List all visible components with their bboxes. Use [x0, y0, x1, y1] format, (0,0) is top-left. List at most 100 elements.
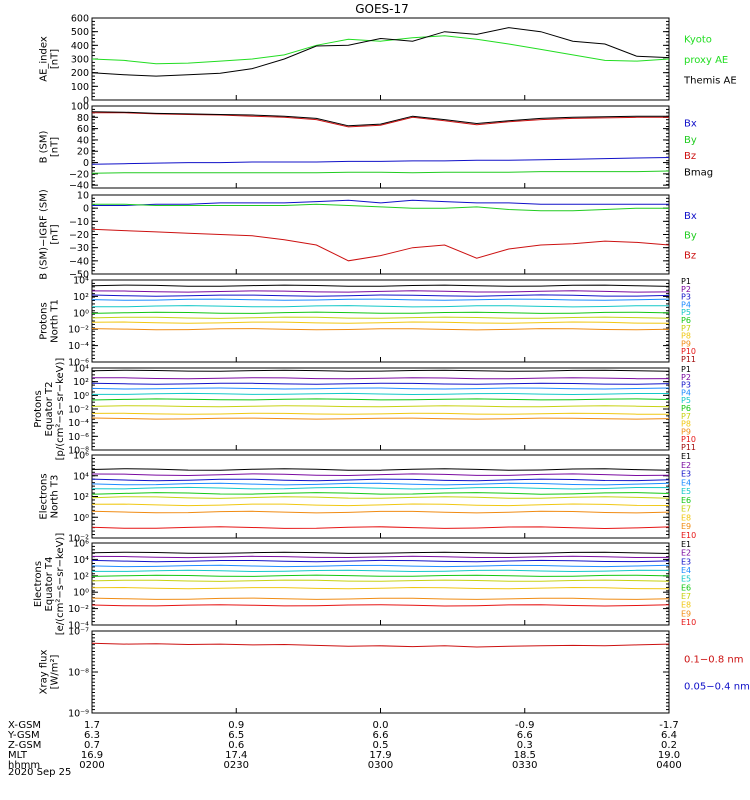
- y-tick-label: 10⁴: [73, 555, 89, 566]
- panel-3: −50 −40 −30 −20 −10 0 10 B (SM)−IGRF (SM) [nT] Bx…: [39, 189, 697, 280]
- series-line: [91, 170, 670, 174]
- legend-label: P5: [681, 396, 691, 405]
- legend-label: E5: [681, 487, 691, 496]
- legend-label: P3: [681, 381, 691, 390]
- panel-frame: [91, 542, 670, 626]
- legend-label: By: [684, 231, 697, 242]
- y-tick-label: −50: [69, 270, 89, 281]
- y-tick-label: 300: [71, 55, 89, 66]
- series-line: [91, 305, 669, 308]
- series-line: [91, 111, 669, 127]
- footer-value: 0.0: [373, 720, 389, 731]
- y-tick-label: 10⁻²: [68, 534, 89, 545]
- legend-label: P10: [681, 435, 696, 444]
- y-tick-label: 10⁻²: [68, 405, 89, 416]
- legend-label: P1: [681, 365, 691, 374]
- series-line: [91, 284, 670, 287]
- y-tick-label: 10⁻⁷: [68, 627, 89, 638]
- series-line: [91, 228, 670, 262]
- y-axis-label: Electrons: [33, 561, 44, 607]
- panel-5: 10⁻⁸ 10⁻⁶ 10⁻⁴ 10⁻² 10⁰ 10² 10⁴ Protons Equator …: [33, 358, 696, 461]
- legend-label: P8: [681, 332, 691, 341]
- footer-value: 0330: [512, 760, 537, 771]
- y-tick-label: 10⁴: [73, 276, 89, 287]
- y-tick-label: 10⁻⁹: [68, 709, 89, 720]
- series-line: [91, 526, 670, 530]
- footer-value: 6.5: [228, 730, 244, 741]
- y-tick-label: 10⁻²: [68, 604, 89, 615]
- series-line: [91, 398, 670, 401]
- legend-label: E7: [681, 505, 691, 514]
- y-tick-label: 400: [71, 41, 89, 52]
- footer-value: 1.7: [84, 720, 100, 731]
- legend-label: Bmag: [684, 168, 713, 179]
- legend-label: proxy AE: [684, 55, 728, 66]
- series-line: [91, 482, 670, 486]
- panel-8: 10⁻⁹ 10⁻⁸ 10⁻⁷ Xray flux [W/m²] 0.1−0.8 nm 0.0…: [39, 627, 750, 720]
- panel-frame: [91, 17, 670, 101]
- series-line: [91, 492, 670, 495]
- series-line: [91, 412, 669, 415]
- legend-label: E3: [681, 557, 691, 566]
- footer-value: 6.3: [84, 730, 100, 741]
- y-tick-label: 10⁴: [73, 471, 89, 482]
- series-line: [92, 392, 669, 396]
- y-axis-label: B (SM)−IGRF (SM): [39, 189, 50, 280]
- series-line: [91, 27, 670, 77]
- y-tick-label: −10: [69, 217, 89, 228]
- y-tick-label: 20: [77, 147, 89, 158]
- y-axis-label: North T3: [50, 475, 61, 519]
- series-line: [91, 555, 670, 559]
- y-axis-label: [nT]: [50, 49, 61, 69]
- y-tick-label: 10⁰: [73, 391, 89, 402]
- series-line: [91, 157, 670, 165]
- legend-label: P9: [681, 339, 691, 348]
- footer-value: 0400: [656, 760, 681, 771]
- footer-value: 17.4: [225, 750, 247, 761]
- legend-label: E4: [681, 566, 691, 575]
- series-line: [91, 417, 670, 420]
- panel-7: 10⁻⁴ 10⁻² 10⁰ 10² 10⁴ 10⁶ Electrons Equator T4[…: [33, 533, 696, 636]
- y-axis-label: Protons: [39, 302, 50, 339]
- y-tick-label: 200: [71, 68, 89, 79]
- legend-label: E7: [681, 592, 691, 601]
- legend-label: E9: [681, 522, 691, 531]
- panel-frame: [91, 454, 670, 539]
- y-axis-label: Protons: [33, 390, 44, 427]
- y-tick-label: −20: [69, 230, 89, 241]
- y-axis-label: [nT]: [50, 137, 61, 157]
- y-axis-label: [W/m²]: [50, 654, 61, 689]
- y-tick-label: 0: [83, 204, 89, 215]
- series-line: [91, 473, 670, 477]
- legend-label: 0.1−0.8 nm: [684, 654, 743, 665]
- legend-label: P6: [681, 404, 691, 413]
- footer-value: 0.5: [373, 740, 389, 751]
- legend-label: By: [684, 135, 697, 146]
- legend-label: P9: [681, 427, 691, 436]
- footer-value: 6.6: [373, 730, 389, 741]
- legend-label: P11: [681, 443, 696, 452]
- panel-frame: [91, 630, 670, 714]
- footer-value: 0.7: [84, 740, 100, 751]
- series-line: [91, 642, 670, 648]
- legend-label: E9: [681, 609, 691, 618]
- series-line: [91, 405, 670, 408]
- series-line: [92, 203, 669, 212]
- legend-label: P10: [681, 347, 696, 356]
- y-tick-label: 10⁻⁸: [68, 668, 89, 679]
- footer-value: 18.5: [514, 750, 536, 761]
- footer-value: 0300: [368, 760, 393, 771]
- series-line: [91, 387, 670, 390]
- y-tick-label: 10⁶: [73, 539, 89, 550]
- orbit-footer: X-GSM 1.7 0.9 0.0 -0.9 -1.7 Y-GSM 6.3 6.5 6.6 6.6 6…: [7, 720, 682, 771]
- series-line: [91, 478, 670, 482]
- y-tick-label: 10²: [73, 377, 89, 388]
- legend-label: E10: [681, 618, 696, 627]
- y-tick-label: 10⁰: [73, 308, 89, 319]
- legend-label: P3: [681, 293, 691, 302]
- series-line: [91, 369, 670, 372]
- y-tick-label: 10: [77, 191, 89, 202]
- y-tick-label: 10²: [73, 292, 89, 303]
- legend-label: Bz: [684, 151, 696, 162]
